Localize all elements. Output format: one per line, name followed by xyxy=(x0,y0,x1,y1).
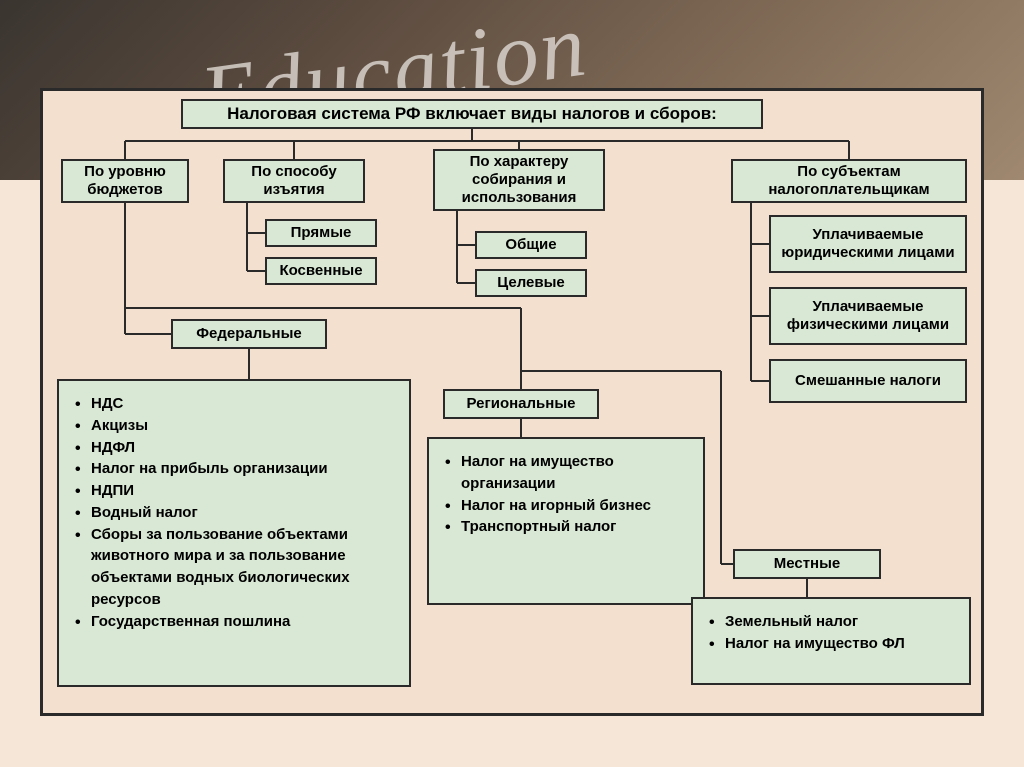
list-item: НДС xyxy=(73,393,399,415)
node-targeted: Целевые xyxy=(475,269,587,297)
list-item: Налог на имущество ФЛ xyxy=(707,633,959,655)
list-item: Сборы за пользование объектами животного… xyxy=(73,524,399,611)
list-item: Водный налог xyxy=(73,502,399,524)
list-item: Акцизы xyxy=(73,415,399,437)
cat-collection-nature: По характеру собирания и использования xyxy=(433,149,605,211)
list-item: НДФЛ xyxy=(73,437,399,459)
regional-list: Налог на имущество организацииНалог на и… xyxy=(427,437,705,605)
cat-by-subject: По субъектам налогоплательщикам xyxy=(731,159,967,203)
node-regional: Региональные xyxy=(443,389,599,419)
diagram-title: Налоговая система РФ включает виды налог… xyxy=(181,99,763,129)
list-item: Транспортный налог xyxy=(443,516,693,538)
list-item: Налог на прибыль организации xyxy=(73,458,399,480)
list-item: Земельный налог xyxy=(707,611,959,633)
node-physical: Уплачиваемые физическими лицами xyxy=(769,287,967,345)
node-legal: Уплачиваемые юридическими лицами xyxy=(769,215,967,273)
list-item: Налог на имущество организации xyxy=(443,451,693,495)
list-item: Налог на игорный бизнес xyxy=(443,495,693,517)
cat-budget-level: По уровню бюджетов xyxy=(61,159,189,203)
node-federal: Федеральные xyxy=(171,319,327,349)
node-mixed: Смешанные налоги xyxy=(769,359,967,403)
cat-collection-method: По способу изъятия xyxy=(223,159,365,203)
node-local: Местные xyxy=(733,549,881,579)
diagram-frame: Налоговая система РФ включает виды налог… xyxy=(40,88,984,716)
list-item: Государственная пошлина xyxy=(73,611,399,633)
node-general: Общие xyxy=(475,231,587,259)
federal-list: НДСАкцизыНДФЛНалог на прибыль организаци… xyxy=(57,379,411,687)
node-indirect: Косвенные xyxy=(265,257,377,285)
local-list: Земельный налогНалог на имущество ФЛ xyxy=(691,597,971,685)
list-item: НДПИ xyxy=(73,480,399,502)
node-direct: Прямые xyxy=(265,219,377,247)
